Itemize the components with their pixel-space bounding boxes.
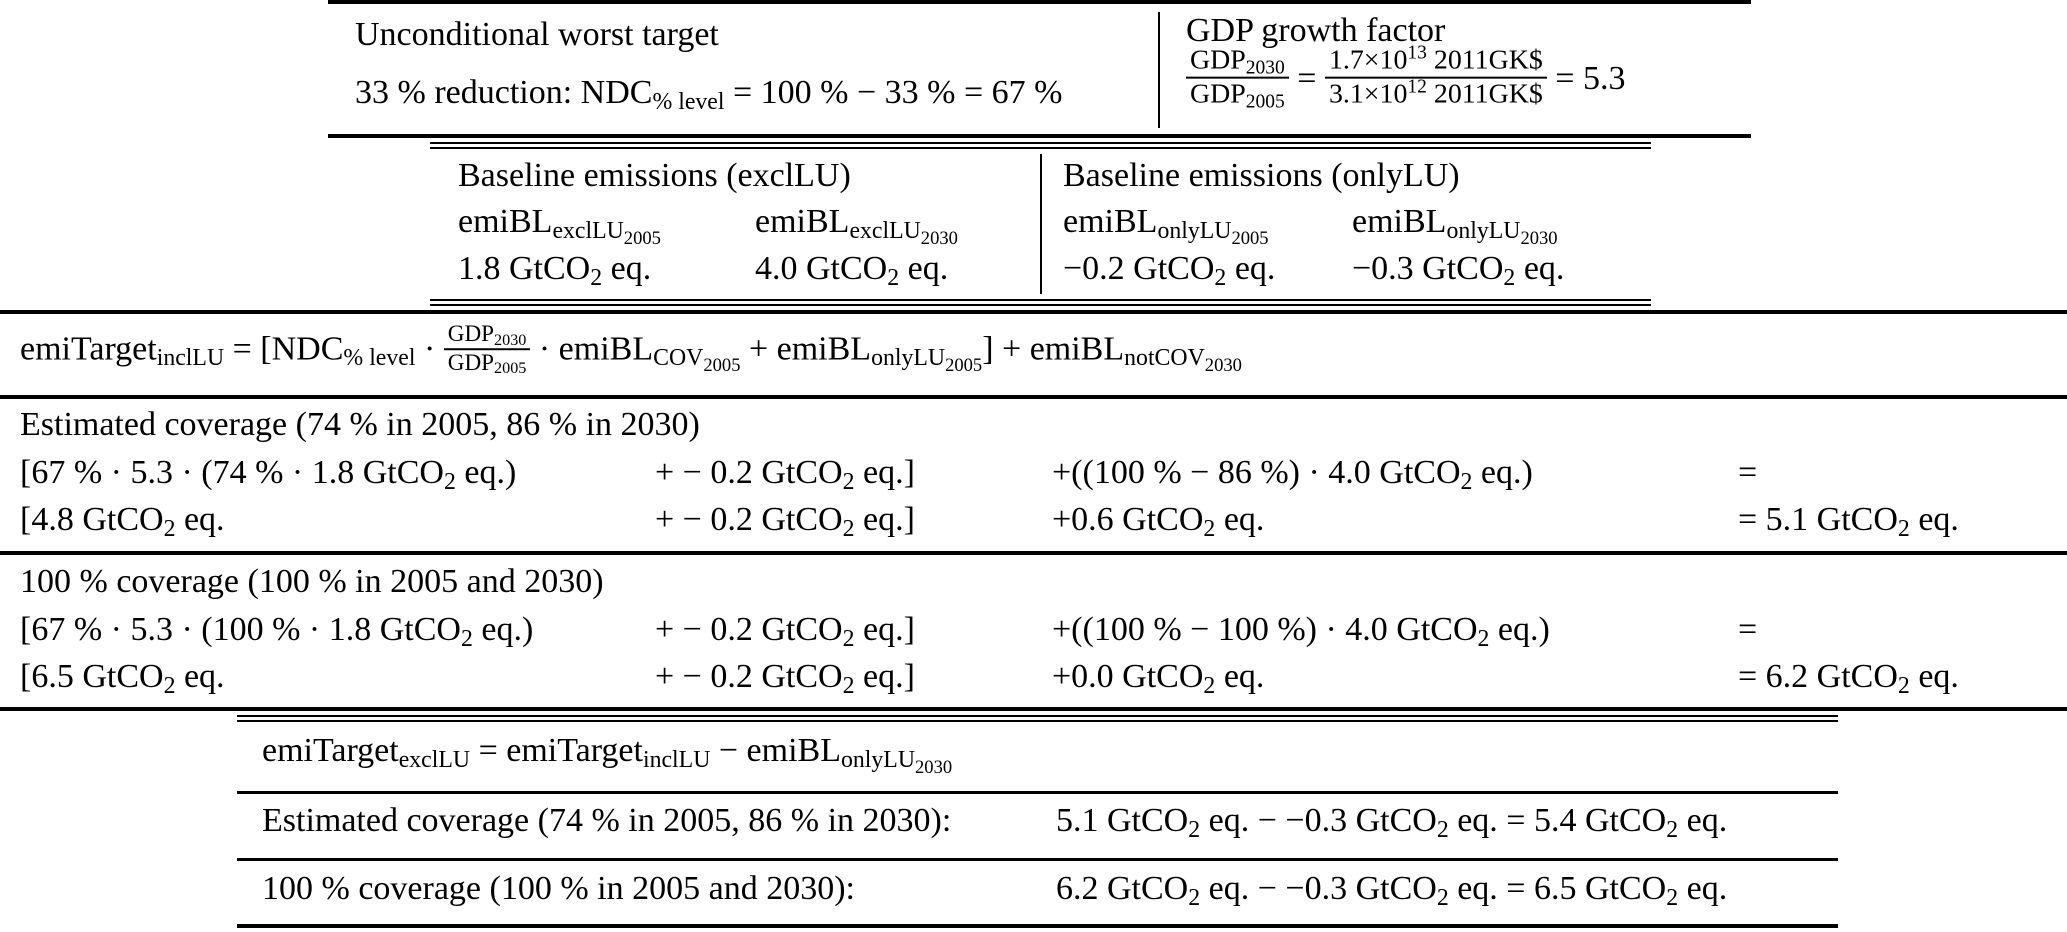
- baseline-only-2030-header: emiBLonlyLU2030: [1352, 203, 1558, 249]
- target-excllu-formula: emiTargetexclLU = emiTargetinclLU − emiB…: [262, 732, 953, 778]
- rule-bottombox-sep1: [237, 791, 1838, 794]
- bottom-full-label: 100 % coverage (100 % in 2005 and 2030):: [262, 870, 855, 907]
- rule-baselinebox-bottom: [430, 299, 1651, 306]
- rule-estimated-bottom: [0, 551, 2067, 555]
- baseline-excl-2005-value: 1.8 GtCO2 eq.: [458, 250, 652, 291]
- rule-topbox-top: [328, 0, 1751, 4]
- rule-bottombox-top: [237, 715, 1838, 722]
- bottom-estimated-label: Estimated coverage (74 % in 2005, 86 % i…: [262, 802, 952, 839]
- full-result-term2: + − 0.2 GtCO2 eq.]: [655, 658, 915, 699]
- estimated-result-total: = 5.1 GtCO2 eq.: [1738, 501, 1959, 542]
- estimated-coverage-title: Estimated coverage (74 % in 2005, 86 % i…: [20, 406, 700, 443]
- bottom-estimated-value: 5.1 GtCO2 eq. − −0.3 GtCO2 eq. = 5.4 GtC…: [1056, 802, 1728, 843]
- rule-bottombox-sep2: [237, 858, 1838, 861]
- baseline-excl-2030-header: emiBLexclLU2030: [755, 203, 958, 249]
- rule-formula-bottom: [0, 395, 2067, 399]
- rule-bottombox-bottom: [237, 924, 1838, 928]
- baseline-excl-2005-header: emiBLexclLU2005: [458, 203, 661, 249]
- estimated-result-term1: [4.8 GtCO2 eq.: [20, 501, 225, 542]
- baseline-only-title: Baseline emissions (onlyLU): [1063, 157, 1460, 194]
- baseline-excl-title: Baseline emissions (exclLU): [458, 157, 851, 194]
- divider-topbox: [1158, 12, 1160, 128]
- full-calc-term2: + − 0.2 GtCO2 eq.]: [655, 611, 915, 652]
- estimated-calc-term3: +((100 % − 86 %) · 4.0 GtCO2 eq.): [1052, 454, 1533, 495]
- baseline-only-2030-value: −0.3 GtCO2 eq.: [1352, 250, 1565, 291]
- full-calc-term1: [67 % · 5.3 · (100 % · 1.8 GtCO2 eq.): [20, 611, 534, 652]
- full-calc-equals: =: [1738, 611, 1758, 648]
- rule-baselinebox-top: [430, 142, 1651, 149]
- rule-topbox-bottom: [328, 134, 1751, 138]
- full-coverage-title: 100 % coverage (100 % in 2005 and 2030): [20, 563, 604, 600]
- full-calc-term3: +((100 % − 100 %) · 4.0 GtCO2 eq.): [1052, 611, 1550, 652]
- estimated-result-term2: + − 0.2 GtCO2 eq.]: [655, 501, 915, 542]
- baseline-only-2005-header: emiBLonlyLU2005: [1063, 203, 1269, 249]
- gdp-growth-title: GDP growth factor: [1186, 12, 1446, 49]
- estimated-calc-term2: + − 0.2 GtCO2 eq.]: [655, 454, 915, 495]
- baseline-excl-2030-value: 4.0 GtCO2 eq.: [755, 250, 949, 291]
- bottom-full-value: 6.2 GtCO2 eq. − −0.3 GtCO2 eq. = 6.5 GtC…: [1056, 870, 1728, 911]
- rule-formula-top: [0, 310, 2067, 314]
- worst-target-title: Unconditional worst target: [355, 16, 719, 53]
- target-incllu-formula: emiTargetinclLU = [NDC% level · GDP2030 G…: [20, 321, 1242, 378]
- worst-target-formula: 33 % reduction: NDC% level = 100 % − 33 …: [355, 74, 1063, 115]
- rule-fullcov-bottom: [0, 707, 2067, 711]
- full-result-total: = 6.2 GtCO2 eq.: [1738, 658, 1959, 699]
- full-result-term1: [6.5 GtCO2 eq.: [20, 658, 225, 699]
- estimated-calc-equals: =: [1738, 454, 1758, 491]
- estimated-result-term3: +0.6 GtCO2 eq.: [1052, 501, 1265, 542]
- estimated-calc-term1: [67 % · 5.3 · (74 % · 1.8 GtCO2 eq.): [20, 454, 517, 495]
- divider-baselinebox: [1040, 154, 1042, 294]
- gdp-growth-formula: GDP2030 GDP2005 = 1.7×1013 2011GK$ 3.1×101…: [1186, 43, 1625, 114]
- full-result-term3: +0.0 GtCO2 eq.: [1052, 658, 1265, 699]
- baseline-only-2005-value: −0.2 GtCO2 eq.: [1063, 250, 1276, 291]
